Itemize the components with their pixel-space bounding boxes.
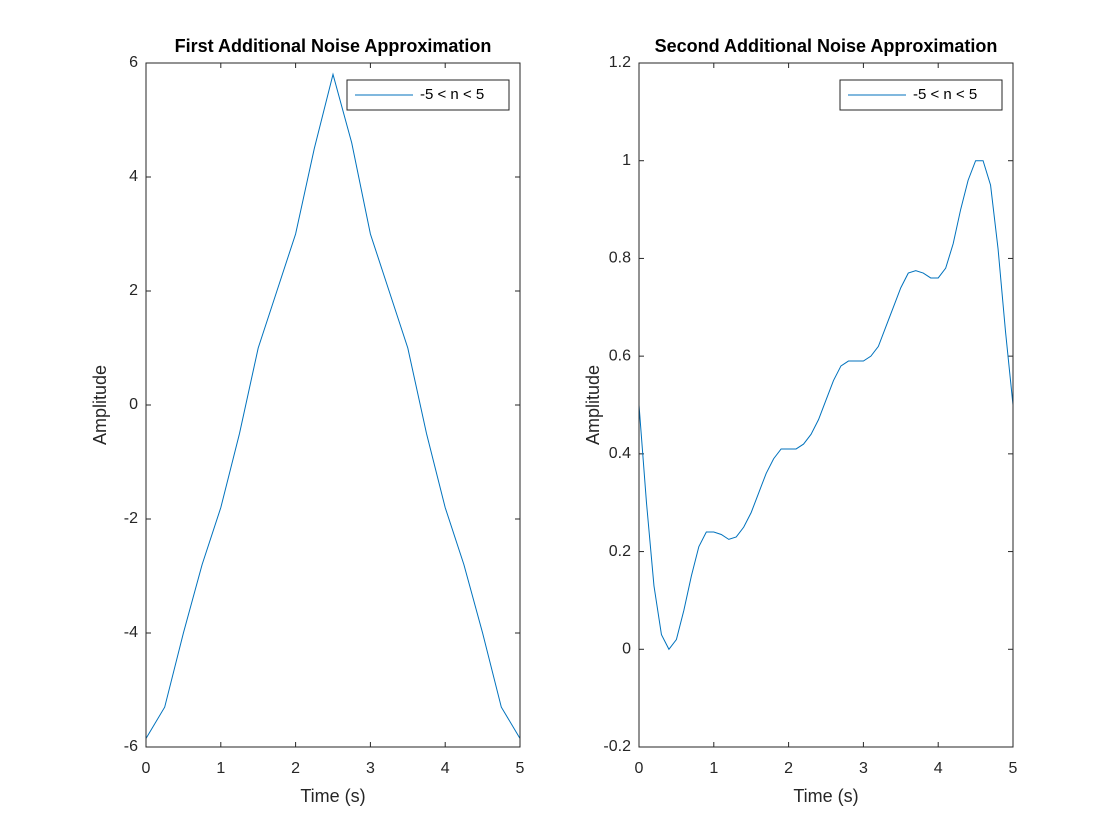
y-tick-label: 1 [622, 152, 631, 169]
y-axis-label: Amplitude [583, 365, 603, 445]
y-tick-label: 0.6 [609, 347, 631, 364]
y-tick-label: 4 [129, 168, 138, 185]
chart-title: Second Additional Noise Approximation [655, 36, 998, 56]
axes-frame [145, 62, 521, 748]
x-tick-label: 5 [516, 760, 525, 777]
y-tick-label: 0.8 [609, 250, 631, 267]
data-line [145, 72, 521, 739]
y-tick-label: 0 [622, 641, 631, 658]
axes-background [146, 63, 520, 747]
axes-background [639, 63, 1013, 747]
x-tick-label: 3 [366, 760, 375, 777]
y-tick-label: -4 [124, 624, 138, 641]
legend-label: -5 < n < 5 [420, 86, 484, 103]
x-tick-label: 4 [441, 760, 450, 777]
x-tick-label: 5 [1009, 760, 1018, 777]
y-tick-label: -6 [124, 738, 138, 755]
x-tick-label: 4 [934, 760, 943, 777]
x-tick-label: 0 [635, 760, 644, 777]
y-tick-label: 0.2 [609, 543, 631, 560]
y-tick-label: -2 [124, 510, 138, 527]
y-tick-label: -0.2 [603, 738, 631, 755]
x-tick-label: 2 [784, 760, 793, 777]
y-tick-label: 6 [129, 54, 138, 71]
x-tick-label: 1 [216, 760, 225, 777]
y-axis-label: Amplitude [90, 365, 110, 445]
y-tick-label: 1.2 [609, 54, 631, 71]
y-tick-label: 0 [129, 396, 138, 413]
chart-title: First Additional Noise Approximation [175, 36, 492, 56]
y-tick-label: 0.4 [609, 445, 631, 462]
data-line [638, 160, 1014, 651]
x-tick-label: 0 [142, 760, 151, 777]
x-tick-label: 2 [291, 760, 300, 777]
x-tick-label: 3 [859, 760, 868, 777]
x-axis-label: Time (s) [300, 786, 365, 806]
legend-label: -5 < n < 5 [913, 86, 977, 103]
x-tick-label: 1 [709, 760, 718, 777]
axes-frame [638, 62, 1014, 748]
y-tick-label: 2 [129, 282, 138, 299]
x-axis-label: Time (s) [793, 786, 858, 806]
